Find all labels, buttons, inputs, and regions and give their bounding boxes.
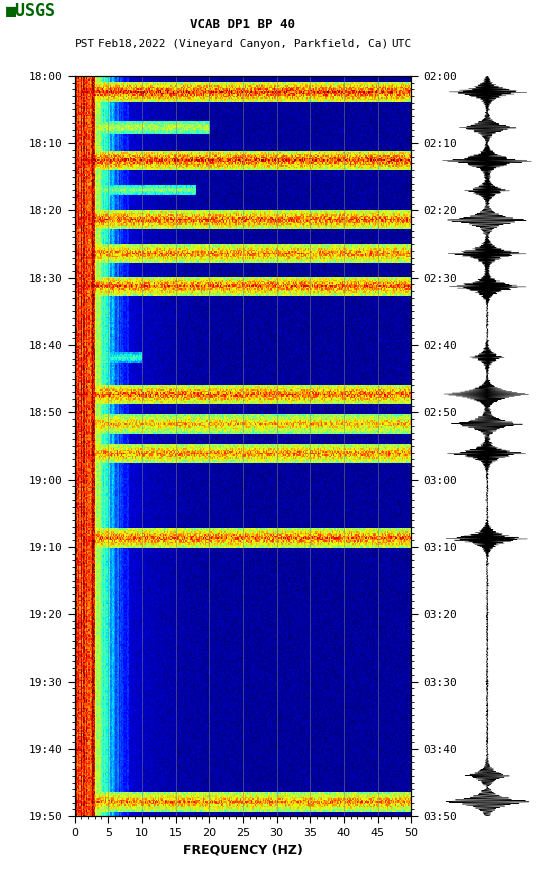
Text: Feb18,2022 (Vineyard Canyon, Parkfield, Ca): Feb18,2022 (Vineyard Canyon, Parkfield, … xyxy=(98,39,388,49)
Text: ■USGS: ■USGS xyxy=(6,2,56,20)
Text: PST: PST xyxy=(75,39,95,49)
Text: UTC: UTC xyxy=(391,39,411,49)
Text: VCAB DP1 BP 40: VCAB DP1 BP 40 xyxy=(190,18,295,31)
X-axis label: FREQUENCY (HZ): FREQUENCY (HZ) xyxy=(183,844,303,856)
